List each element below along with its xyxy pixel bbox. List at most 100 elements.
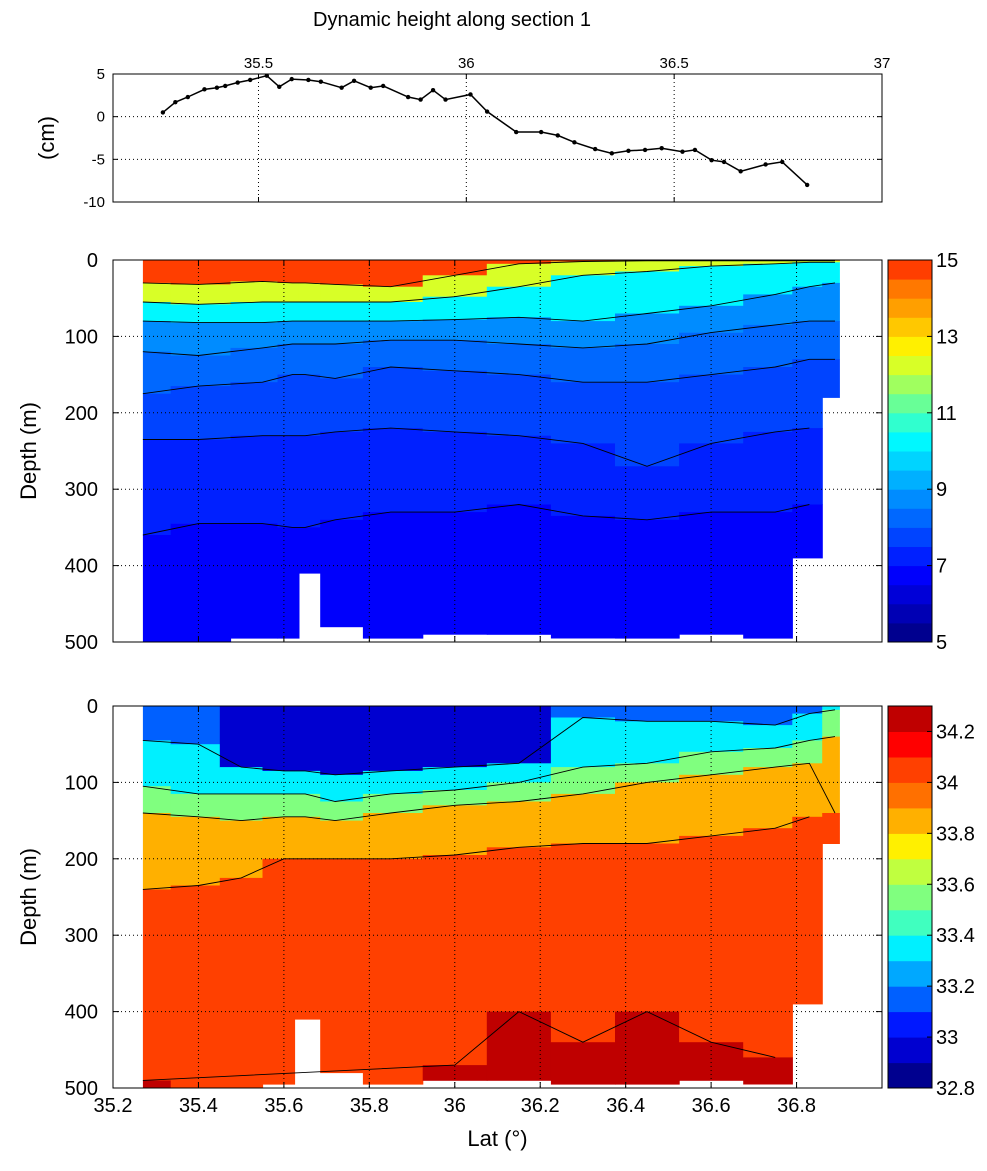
- data-point: [538, 129, 544, 135]
- contour-cell: [362, 321, 424, 341]
- data-point: [804, 182, 810, 188]
- data-point: [430, 88, 436, 93]
- data-point: [738, 169, 743, 174]
- colorbar-label: 34.2: [936, 721, 975, 743]
- data-point: [351, 78, 357, 84]
- contour-cell: [230, 382, 279, 437]
- y-axis-label: Depth (m): [16, 402, 41, 500]
- colorbar-swatch: [888, 298, 932, 318]
- contour-cell: [277, 260, 300, 284]
- contour-cell: [550, 443, 616, 517]
- y-tick-label: 300: [65, 925, 98, 947]
- contour-cell: [550, 706, 616, 718]
- contour-cell: [230, 260, 279, 282]
- x-tick-label: 36.5: [660, 55, 689, 72]
- contour-cell: [230, 523, 279, 639]
- x-tick-label: 36.2: [521, 1095, 560, 1117]
- contour-cell: [422, 275, 488, 298]
- data-point: [185, 94, 191, 100]
- contour-cell: [822, 282, 840, 322]
- colorbar-swatch: [888, 393, 932, 414]
- contour-cell: [320, 820, 364, 860]
- contour-cell: [142, 1080, 172, 1089]
- salinity-section-plot: 35.2 35.4 35.6 35.8 36 36.2 36.4 36.6 36.8 0 100 20…: [16, 696, 975, 1151]
- contour-cell: [362, 512, 424, 639]
- y-tick-label: 100: [65, 326, 98, 348]
- contour-cell: [294, 858, 321, 1020]
- colorbar-swatch: [888, 756, 932, 783]
- contour-line: [142, 358, 835, 395]
- contour-cell: [550, 515, 616, 639]
- colorbar-swatch: [888, 546, 932, 567]
- contour-cell: [743, 512, 793, 639]
- data-point: [609, 151, 615, 156]
- contour-cell: [550, 261, 616, 276]
- colorbar-swatch: [888, 336, 932, 356]
- contour-cell: [792, 286, 823, 322]
- y-tick-label: 500: [65, 1078, 98, 1100]
- dynamic-height-plot: 35.5 36 36.5 37 5 0 -5 -10 (cm): [34, 55, 890, 211]
- contour-cell: [615, 382, 680, 467]
- colorbar-label: 33.6: [936, 874, 975, 896]
- x-tick-label: 35.8: [350, 1095, 389, 1117]
- contour-cell: [170, 523, 232, 643]
- contour-cell: [743, 431, 793, 513]
- colorbar-swatch: [888, 565, 932, 586]
- contour-cell: [486, 317, 552, 345]
- contour-cell: [219, 820, 264, 879]
- contour-cell: [230, 347, 279, 383]
- colorbar-swatch: [888, 260, 932, 280]
- contour-cell: [679, 751, 744, 776]
- colorbar-swatch: [888, 527, 932, 547]
- contour-cell: [679, 774, 744, 837]
- contour-cell: [298, 260, 321, 284]
- y-tick-label: 500: [65, 632, 98, 654]
- contour-cell: [298, 374, 321, 437]
- contour-cell: [320, 801, 364, 821]
- contour-cell: [679, 332, 744, 375]
- contour-line: [142, 709, 836, 776]
- colorbar-swatch: [888, 1062, 932, 1089]
- contour-cell: [320, 321, 364, 345]
- data-point: [160, 110, 166, 115]
- contour-cell: [219, 767, 264, 795]
- contour-cell: [170, 284, 232, 305]
- colorbar-swatch: [888, 731, 932, 758]
- contour-cell: [320, 431, 364, 521]
- data-point: [380, 83, 386, 89]
- data-point: [692, 147, 698, 153]
- contour-cell: [262, 770, 296, 795]
- data-point: [642, 147, 648, 153]
- contour-cell: [320, 260, 364, 285]
- contour-cell: [170, 260, 232, 285]
- colorbar-label: 9: [936, 479, 947, 501]
- plot-frame: [112, 705, 883, 1089]
- contour-cell: [170, 793, 221, 818]
- contour-cell: [486, 260, 552, 265]
- contour-cell: [170, 885, 221, 1089]
- x-axis-label: Lat (°): [467, 1126, 527, 1151]
- data-point: [223, 83, 228, 89]
- data-point: [626, 148, 631, 153]
- y-tick-label: 400: [65, 556, 98, 578]
- contour-cell: [219, 793, 264, 821]
- x-tick-label: 37: [874, 55, 891, 72]
- contour-cell: [486, 706, 552, 764]
- contour-cell: [277, 321, 300, 345]
- contour-line: [142, 427, 810, 467]
- contour-cell: [320, 302, 364, 322]
- contour-cell: [822, 260, 840, 263]
- data-point: [173, 99, 178, 105]
- contour-cell: [294, 706, 321, 772]
- contour-cell: [142, 393, 172, 440]
- y-tick-label: 300: [65, 479, 98, 501]
- temperature-section-plot: 0 100 200 300 400 500 Depth (m) 15 13 11 9 7 5: [16, 250, 958, 654]
- contour-cell: [486, 763, 552, 783]
- contour-cell: [792, 740, 823, 764]
- contour-cell: [294, 770, 321, 795]
- contour-cell: [486, 374, 552, 437]
- contour-cell: [792, 359, 823, 429]
- contour-cell: [792, 706, 823, 714]
- contour-cell: [679, 721, 744, 753]
- contour-cell: [170, 355, 232, 387]
